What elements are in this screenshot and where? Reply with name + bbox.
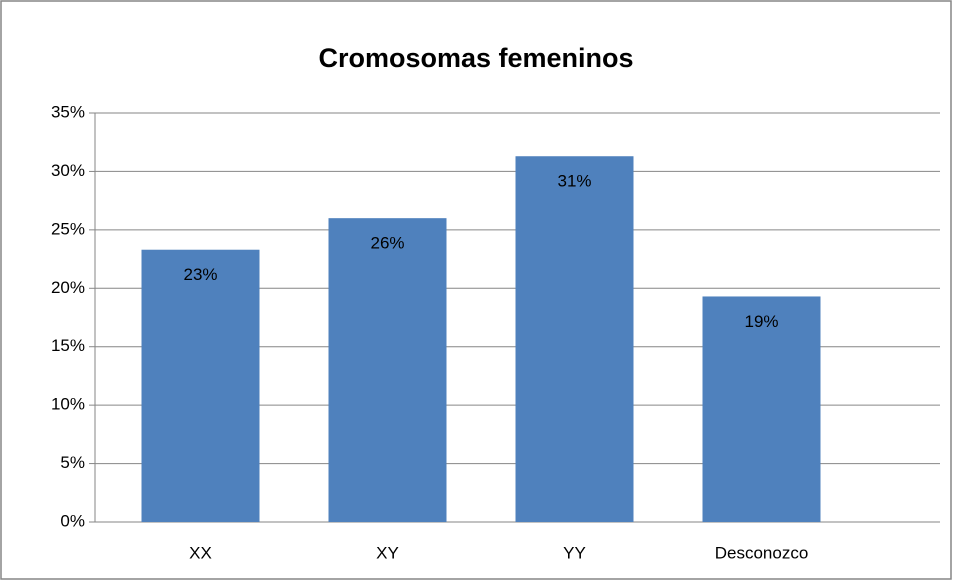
bar	[702, 296, 821, 522]
y-tick-label: 15%	[51, 336, 85, 355]
bar	[328, 218, 447, 522]
x-tick-label: XY	[376, 543, 399, 562]
y-tick-label: 35%	[51, 102, 85, 121]
x-tick-label: YY	[563, 543, 586, 562]
y-tick-label: 0%	[60, 511, 85, 530]
y-tick-label: 25%	[51, 219, 85, 238]
data-label: 19%	[744, 312, 778, 331]
x-tick-label: Desconozco	[715, 543, 809, 562]
y-tick-label: 30%	[51, 161, 85, 180]
chart-title: Cromosomas femeninos	[318, 43, 633, 73]
bar	[141, 249, 260, 523]
y-tick-label: 20%	[51, 278, 85, 297]
y-tick-label: 5%	[60, 453, 85, 472]
data-label: 26%	[370, 234, 404, 253]
data-label: 31%	[557, 172, 591, 191]
y-tick-label: 10%	[51, 395, 85, 414]
data-label: 23%	[183, 265, 217, 284]
x-tick-label: XX	[189, 543, 212, 562]
bar	[515, 156, 634, 523]
